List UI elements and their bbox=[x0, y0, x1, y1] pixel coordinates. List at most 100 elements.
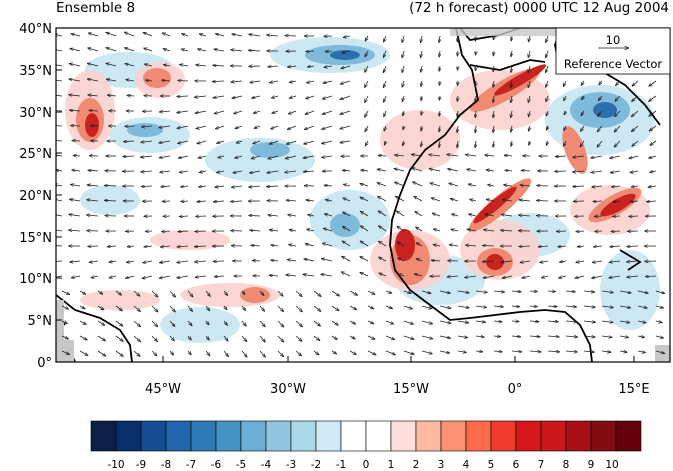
colorbar-cell bbox=[140, 420, 167, 452]
wind-vector bbox=[457, 321, 469, 323]
wind-vector bbox=[143, 31, 153, 37]
wind-vector bbox=[493, 321, 502, 322]
wind-vector bbox=[619, 351, 627, 352]
wind-vector bbox=[655, 350, 665, 354]
wind-vector bbox=[231, 81, 243, 82]
wind-vector bbox=[349, 350, 357, 355]
wind-vector bbox=[377, 169, 387, 171]
wind-vector bbox=[520, 185, 531, 186]
wind-vector bbox=[249, 230, 261, 231]
wind-vector bbox=[305, 110, 315, 115]
wind-vector bbox=[194, 261, 207, 262]
wind-vector bbox=[649, 125, 657, 131]
wind-vector bbox=[127, 246, 135, 247]
lon-label-15e: 15°E bbox=[618, 382, 649, 397]
wind-vector bbox=[259, 320, 265, 327]
wind-vector bbox=[501, 215, 513, 217]
wind-vector bbox=[610, 171, 621, 173]
wind-vector bbox=[159, 155, 171, 158]
wind-vector bbox=[421, 290, 431, 294]
wind-vector bbox=[253, 110, 261, 114]
longitude-axis: 45°W 30°W 15°W 0° 15°E bbox=[145, 356, 650, 397]
wind-vector bbox=[475, 140, 476, 148]
wind-vector bbox=[126, 261, 135, 263]
wind-vector bbox=[124, 31, 135, 37]
wind-vector bbox=[378, 211, 387, 217]
wind-vector bbox=[500, 230, 513, 231]
wind-vector bbox=[341, 272, 351, 277]
wind-vector bbox=[159, 275, 171, 278]
wind-vector bbox=[619, 305, 631, 308]
wind-vector bbox=[529, 306, 538, 307]
wind-vector bbox=[188, 350, 191, 355]
wind-vector bbox=[89, 110, 99, 111]
wind-vector bbox=[529, 291, 538, 292]
wind-vector bbox=[421, 65, 422, 73]
wind-vector bbox=[546, 95, 548, 102]
wind-vector bbox=[421, 80, 422, 87]
wind-vector bbox=[501, 261, 513, 262]
wind-vector bbox=[365, 125, 369, 132]
wind-vector bbox=[142, 275, 153, 279]
wind-vector bbox=[324, 66, 333, 67]
wind-vector bbox=[583, 351, 595, 352]
wind-vector bbox=[88, 95, 99, 96]
wind-vector bbox=[403, 350, 415, 355]
wind-vector bbox=[511, 125, 512, 132]
wind-vector bbox=[630, 201, 639, 202]
wind-vector bbox=[212, 65, 225, 66]
wind-vector bbox=[343, 184, 351, 186]
wind-vector bbox=[151, 305, 158, 312]
colorbar-label: 8 bbox=[563, 459, 570, 471]
wind-vector bbox=[360, 256, 369, 262]
lat-label-20n: 20°N bbox=[19, 189, 52, 204]
wind-vector bbox=[349, 320, 356, 324]
wind-vector bbox=[583, 321, 596, 322]
wind-vector bbox=[249, 170, 261, 173]
wind-vector bbox=[205, 290, 211, 297]
wind-vector bbox=[248, 50, 261, 51]
wind-vector bbox=[295, 350, 302, 356]
wind-vector bbox=[259, 335, 266, 342]
wind-vector bbox=[475, 95, 476, 103]
wind-vector bbox=[323, 80, 333, 83]
wind-vector bbox=[230, 201, 243, 202]
wind-vector bbox=[56, 155, 63, 156]
wind-vector bbox=[382, 50, 387, 58]
wind-vector bbox=[403, 335, 414, 339]
wind-vector bbox=[475, 351, 483, 352]
wind-vector bbox=[287, 259, 297, 261]
wind-vector bbox=[465, 155, 477, 157]
wind-vector bbox=[205, 335, 210, 340]
wind-vector bbox=[331, 351, 337, 354]
wind-vector bbox=[519, 200, 531, 201]
colorbar-cell bbox=[240, 420, 267, 452]
wind-vector bbox=[289, 230, 297, 231]
wind-vector bbox=[581, 80, 584, 86]
wind-vector bbox=[159, 111, 171, 112]
wind-vector bbox=[511, 65, 512, 73]
wind-vector bbox=[303, 140, 315, 144]
wind-vector bbox=[107, 246, 117, 247]
wind-vector bbox=[511, 110, 512, 118]
wind-vector bbox=[233, 110, 243, 114]
wind-vector bbox=[306, 200, 315, 201]
wind-vector bbox=[303, 171, 315, 172]
colorbar-label: -2 bbox=[311, 459, 321, 471]
wind-vector bbox=[619, 290, 632, 293]
colorbar-cell bbox=[565, 420, 592, 452]
wind-vector bbox=[79, 350, 88, 356]
wind-vector bbox=[141, 126, 153, 127]
lat-label-25n: 25°N bbox=[19, 147, 52, 162]
wind-vector bbox=[403, 290, 412, 294]
wind-vector bbox=[646, 201, 657, 202]
wind-vector bbox=[216, 140, 225, 144]
wind-vector bbox=[558, 276, 567, 278]
wind-vector bbox=[365, 110, 369, 118]
wind-vector bbox=[177, 275, 189, 278]
wind-vector bbox=[181, 34, 189, 37]
wind-vector bbox=[502, 199, 513, 201]
wind-vector bbox=[285, 36, 297, 37]
wind-vector bbox=[195, 110, 207, 113]
wind-vector bbox=[284, 171, 297, 173]
